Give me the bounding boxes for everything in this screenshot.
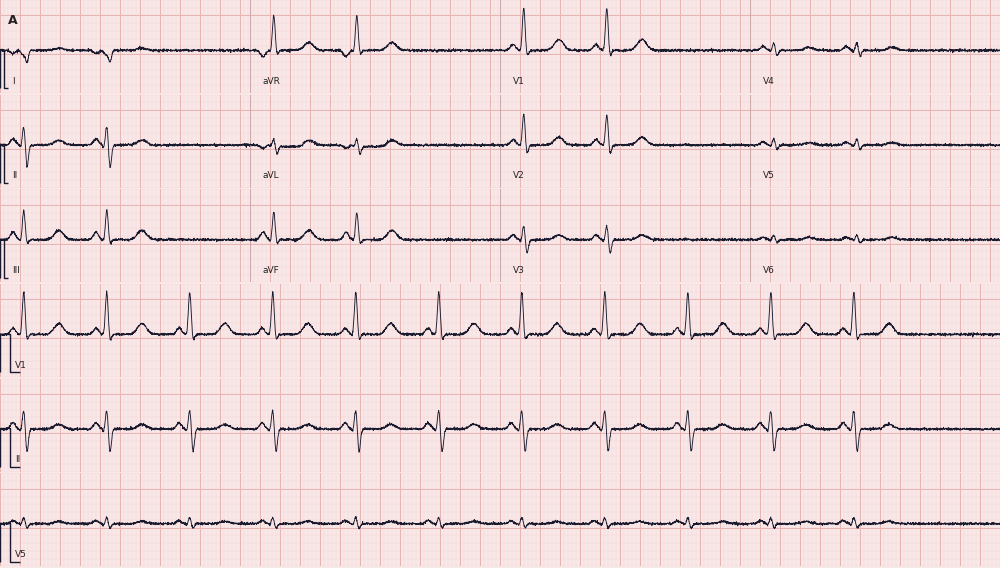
- Text: V1: V1: [512, 77, 524, 86]
- Text: III: III: [12, 266, 20, 275]
- Text: II: II: [12, 172, 18, 180]
- Text: A: A: [8, 14, 18, 27]
- Text: V6: V6: [763, 266, 774, 275]
- Text: V5: V5: [15, 550, 27, 559]
- Text: V4: V4: [763, 77, 774, 86]
- Text: aVF: aVF: [262, 266, 279, 275]
- Text: aVR: aVR: [262, 77, 280, 86]
- Text: V5: V5: [763, 172, 774, 180]
- Text: I: I: [12, 77, 15, 86]
- Text: II: II: [15, 456, 20, 464]
- Text: V2: V2: [512, 172, 524, 180]
- Text: V3: V3: [512, 266, 524, 275]
- Text: aVL: aVL: [262, 172, 279, 180]
- Text: V1: V1: [15, 361, 27, 370]
